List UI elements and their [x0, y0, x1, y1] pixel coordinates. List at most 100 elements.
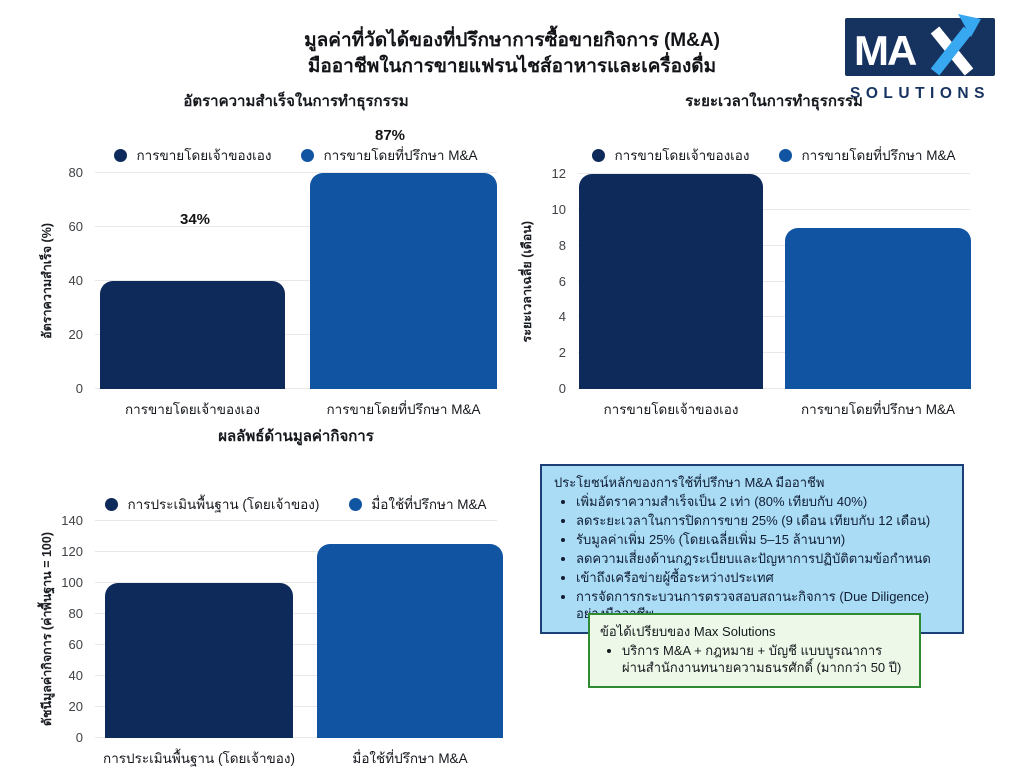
y-tick-label: 10	[551, 201, 566, 217]
gridline	[95, 388, 497, 389]
x-category-label: การขายโดยที่ปรึกษา M&A	[800, 402, 956, 417]
gridline	[95, 334, 497, 335]
plot-area: 0 2 4 6 8 10 12	[552, 166, 971, 396]
bullet-item: เพิ่มอัตราความสำเร็จเป็น 2 เท่า (80% เที…	[576, 493, 950, 510]
chart-legend: การประเมินพื้นฐาน (โดยเจ้าของ) มื่อใช้ที่…	[95, 493, 497, 515]
x-category-label: การประเมินพื้นฐาน (โดยเจ้าของ)	[103, 751, 295, 766]
gridline	[95, 226, 497, 227]
legend-dot-icon	[779, 148, 793, 162]
legend-item: การขายโดยเจ้าของเอง	[114, 144, 271, 166]
legend-item: การขายโดยที่ปรึกษา M&A	[301, 144, 478, 166]
x-category-label: การขายโดยเจ้าของเอง	[603, 402, 739, 417]
bar-owner-sale	[105, 583, 293, 738]
legend-dot-icon	[349, 497, 363, 511]
y-tick-label: 40	[68, 668, 83, 683]
bar-owner-sale	[100, 281, 285, 389]
y-tick-label: 80	[68, 165, 83, 180]
gridline	[95, 737, 497, 738]
y-tick-label: 100	[61, 575, 83, 590]
plot-area: 0 20 40 60 80 100 120 140	[61, 513, 503, 745]
advantage-list: บริการ M&A + กฎหมาย + บัญชี แบบบูรณาการ …	[600, 642, 909, 676]
bar-ma-advisor	[310, 173, 497, 389]
gridline	[95, 551, 497, 552]
gridline	[95, 520, 497, 521]
benefits-box: ประโยชน์หลักของการใช้ที่ปรึกษา M&A มืออา…	[540, 464, 964, 634]
bullet-item: ลดระยะเวลาในการปิดการขาย 25% (9 เดือน เท…	[576, 512, 950, 529]
advantage-box-title: ข้อได้เปรียบของ Max Solutions	[600, 624, 776, 639]
page-title-line2: มืออาชีพในการขายแฟรนไชส์อาหารและเครื่องด…	[307, 56, 717, 77]
y-tick-label: 60	[68, 637, 83, 652]
gridline	[578, 280, 970, 282]
y-tick-label: 0	[558, 381, 566, 396]
legend-label: การขายโดยเจ้าของเอง	[136, 148, 272, 163]
chart-title: ผลลัพธ์ด้านมูลค่ากิจการ	[218, 428, 374, 445]
legend-item: การขายโดยเจ้าของเอง	[592, 144, 749, 166]
legend-label: การประเมินพื้นฐาน (โดยเจ้าของ)	[127, 497, 320, 512]
y-tick-label: 120	[61, 544, 83, 559]
gridline	[578, 352, 970, 354]
gridline	[95, 644, 497, 645]
y-tick-label: 40	[68, 273, 83, 288]
chart-duration: ระยะเวลาในการทำธุรกรรม การขายโดยเจ้าของเ…	[510, 85, 1015, 434]
y-tick-label: 4	[558, 309, 566, 325]
bar-value-label: 87%	[374, 127, 406, 144]
chart-success-rate: อัตราความสำเร็จในการทำธุรกรรม การขายโดยเ…	[30, 85, 530, 434]
page-title-line1: มูลค่าที่วัดได้ของที่ปรึกษาการซื้อขายกิจ…	[304, 30, 720, 51]
bullet-item: รับมูลค่าเพิ่ม 25% (โดยเฉลี่ยเพิ่ม 5–15 …	[576, 531, 950, 548]
gridline	[578, 316, 970, 318]
legend-item: การขายโดยที่ปรึกษา M&A	[779, 144, 956, 166]
legend-dot-icon	[114, 148, 128, 162]
y-tick-label: 0	[75, 730, 83, 745]
bar-ma-advisor	[785, 227, 971, 389]
logo-x-arrow	[930, 26, 973, 76]
x-category-label: การขายโดยที่ปรึกษา M&A	[326, 402, 481, 417]
legend-label: การขายโดยที่ปรึกษา M&A	[323, 148, 478, 163]
chart-legend: การขายโดยเจ้าของเอง การขายโดยที่ปรึกษา M&…	[578, 144, 970, 166]
bar-value-label: 34%	[179, 211, 211, 228]
gridline	[95, 582, 497, 583]
legend-label: การขายโดยเจ้าของเอง	[614, 148, 750, 163]
benefits-box-title: ประโยชน์หลักของการใช้ที่ปรึกษา M&A มืออา…	[554, 475, 825, 490]
logo-text-solutions: SOLUTIONS	[850, 85, 990, 102]
y-tick-label: 12	[551, 166, 566, 181]
y-tick-label: 20	[68, 699, 83, 714]
y-tick-label: 80	[68, 606, 83, 621]
y-tick-label: 20	[68, 327, 83, 342]
gridline	[578, 173, 970, 174]
logo-text-ma: MA	[854, 27, 917, 74]
x-category-label: มื่อใช้ที่ปรึกษา M&A	[352, 751, 468, 766]
chart-value-outcome: ผลลัพธ์ด้านมูลค่ากิจการ การประเมินพื้นฐา…	[30, 420, 530, 768]
legend-dot-icon	[105, 497, 119, 511]
y-tick-label: 2	[558, 345, 566, 361]
y-tick-label: 60	[68, 219, 83, 234]
y-tick-label: 140	[61, 513, 83, 528]
gridline	[578, 208, 970, 210]
bullet-item: ลดความเสี่ยงด้านกฎระเบียบและปัญหาการปฏิบ…	[576, 550, 950, 567]
gridline	[95, 172, 497, 173]
page-title: มูลค่าที่วัดได้ของที่ปรึกษาการซื้อขายกิจ…	[0, 28, 1024, 80]
benefits-list: เพิ่มอัตราความสำเร็จเป็น 2 เท่า (80% เที…	[554, 493, 950, 622]
gridline	[95, 706, 497, 707]
legend-dot-icon	[592, 148, 606, 162]
gridline	[95, 675, 497, 676]
chart-title: อัตราความสำเร็จในการทำธุรกรรม	[183, 93, 409, 110]
logo-graphic: MA SOLUTIONS	[845, 14, 995, 102]
legend-item: มื่อใช้ที่ปรึกษา M&A	[349, 493, 487, 515]
legend-label: มื่อใช้ที่ปรึกษา M&A	[371, 497, 487, 512]
bullet-item: บริการ M&A + กฎหมาย + บัญชี แบบบูรณาการ …	[622, 642, 909, 676]
plot-area: 0 20 40 60 80 34% 87%	[69, 127, 497, 396]
logo-arrowhead-icon	[958, 14, 981, 37]
legend-label: การขายโดยที่ปรึกษา M&A	[801, 148, 956, 163]
chart-legend: การขายโดยเจ้าของเอง การขายโดยที่ปรึกษา M&…	[95, 144, 497, 166]
bullet-item: เข้าถึงเครือข่ายผู้ซื้อระหว่างประเทศ	[576, 569, 950, 586]
advantage-box: ข้อได้เปรียบของ Max Solutions บริการ M&A…	[588, 613, 921, 688]
max-solutions-logo: MA SOLUTIONS	[845, 12, 995, 104]
gridline	[95, 613, 497, 614]
gridline	[578, 244, 970, 246]
chart-title: ระยะเวลาในการทำธุรกรรม	[685, 93, 863, 110]
legend-dot-icon	[301, 148, 315, 162]
y-tick-label: 6	[558, 273, 566, 289]
y-tick-label: 0	[75, 381, 83, 396]
gridline	[578, 388, 970, 389]
